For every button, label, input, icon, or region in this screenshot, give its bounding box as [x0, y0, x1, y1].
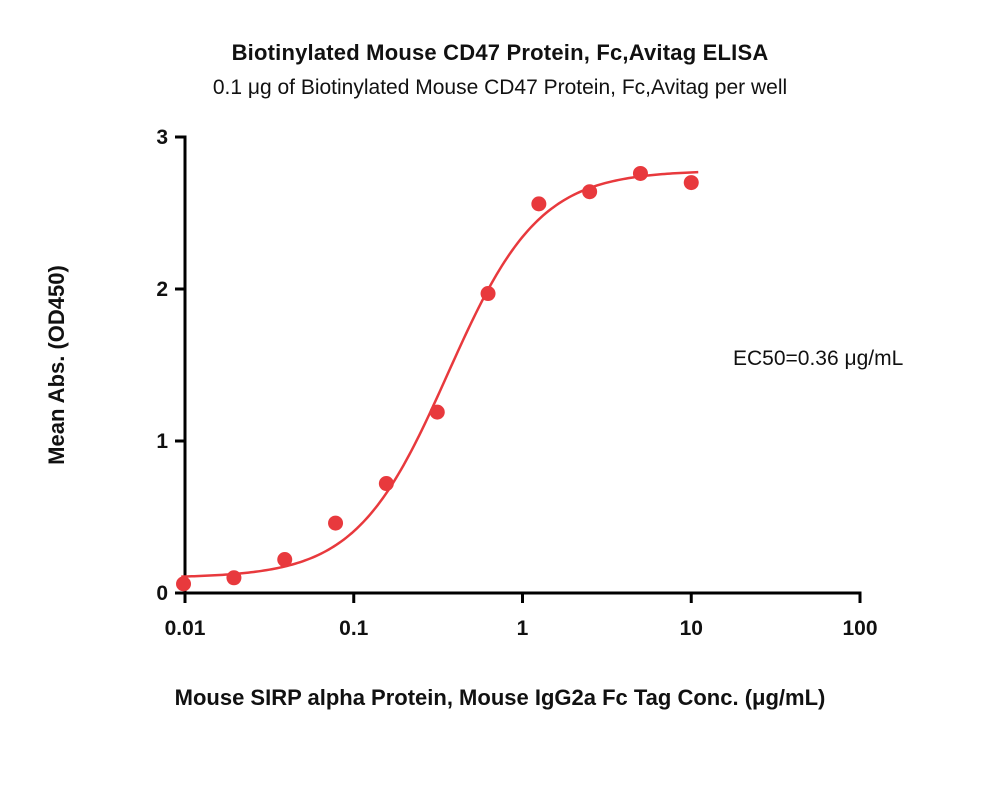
data-point — [328, 515, 344, 531]
data-point — [683, 175, 699, 191]
chart-subtitle: 0.1 μg of Biotinylated Mouse CD47 Protei… — [212, 76, 788, 99]
data-point — [632, 165, 648, 181]
data-point — [429, 404, 445, 420]
chart-title: Biotinylated Mouse CD47 Protein, Fc,Avit… — [231, 40, 769, 65]
fit-curve — [181, 170, 699, 578]
data-point — [531, 196, 547, 212]
x-tick-label: 100 — [842, 617, 877, 640]
x-tick-label: 0.01 — [165, 617, 206, 640]
y-tick-label: 1 — [156, 430, 168, 453]
data-point — [582, 184, 598, 200]
x-axis-label: Mouse SIRP alpha Protein, Mouse IgG2a Fc… — [174, 685, 826, 710]
x-tick-label: 0.1 — [339, 617, 369, 640]
data-point — [176, 576, 192, 592]
y-tick-label: 3 — [156, 126, 168, 149]
ec50-annotation: EC50=0.36 μg/mL — [733, 347, 904, 370]
data-point — [277, 552, 293, 568]
y-tick-label: 2 — [156, 278, 168, 301]
y-tick-label: 0 — [156, 582, 168, 605]
data-point — [480, 286, 496, 302]
x-tick-label: 1 — [517, 617, 529, 640]
data-point — [378, 476, 394, 492]
x-tick-label: 10 — [680, 617, 703, 640]
data-point — [226, 570, 242, 586]
